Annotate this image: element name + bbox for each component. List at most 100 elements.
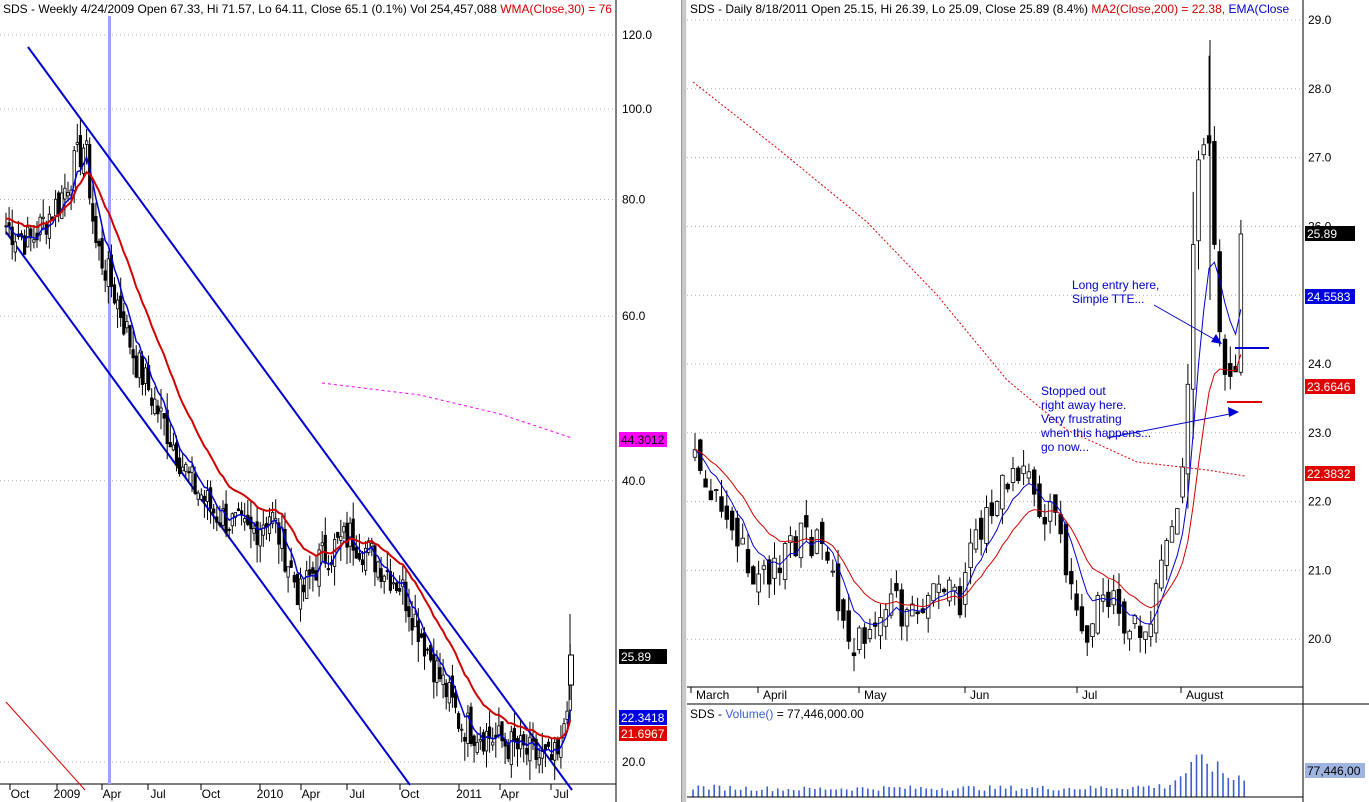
weekly-candle-body bbox=[165, 409, 169, 445]
weekly-candle-body bbox=[308, 569, 312, 576]
weekly-wma-line bbox=[5, 170, 572, 741]
daily-ma200-dotted-line bbox=[692, 81, 1246, 477]
weekly-candle-body bbox=[332, 539, 337, 567]
weekly-candle-body bbox=[398, 587, 402, 592]
weekly-candle-body bbox=[75, 142, 79, 145]
weekly-candle-body bbox=[444, 682, 448, 698]
daily-candle-body bbox=[1148, 623, 1153, 637]
pane-splitter[interactable] bbox=[681, 0, 687, 802]
daily-candle-body bbox=[1042, 516, 1047, 525]
daily-candle-body bbox=[1010, 468, 1016, 483]
daily-candle-body bbox=[1026, 471, 1032, 479]
weekly-candle-body bbox=[522, 734, 526, 746]
weekly-candle-body bbox=[181, 466, 185, 472]
weekly-candle-body bbox=[528, 736, 532, 762]
weekly-candle-body bbox=[60, 192, 64, 219]
stopped-arrowhead-icon bbox=[1228, 407, 1239, 417]
daily-candle-body bbox=[830, 570, 835, 573]
daily-candle-body bbox=[846, 610, 851, 642]
weekly-candle-body bbox=[497, 725, 501, 736]
daily-candle-body bbox=[1201, 144, 1206, 156]
daily-header-ema: EMA(Close bbox=[1228, 2, 1290, 16]
weekly-candle-body bbox=[500, 721, 504, 742]
weekly-candle-body bbox=[143, 367, 148, 384]
weekly-candle-body bbox=[78, 135, 82, 168]
daily-candle-body bbox=[904, 609, 910, 627]
daily-candle-body bbox=[931, 583, 936, 602]
daily-candle-body bbox=[1169, 526, 1175, 543]
weekly-candle-body bbox=[534, 738, 538, 760]
weekly-candle-body bbox=[484, 730, 489, 752]
weekly-candle-body bbox=[413, 613, 417, 628]
stopped-annotation-line: go now... bbox=[1041, 440, 1089, 454]
daily-price-tag-label: 23.6646 bbox=[1307, 380, 1351, 394]
weekly-candle-body bbox=[404, 581, 408, 612]
weekly-candle-body bbox=[410, 618, 414, 631]
weekly-candle-body bbox=[295, 573, 300, 606]
weekly-candle-body bbox=[215, 516, 219, 523]
stopped-annotation-line: when this happens... bbox=[1040, 426, 1151, 440]
daily-y-tick-label: 24.0 bbox=[1308, 357, 1332, 371]
entry-arrowhead-icon bbox=[1211, 334, 1222, 344]
daily-candle-body bbox=[804, 515, 809, 528]
weekly-candle-body bbox=[137, 352, 141, 379]
weekly-candle-body bbox=[379, 568, 383, 582]
weekly-header-symbol: SDS - Weekly 4/24/2009 Open 67.33, Hi 71… bbox=[3, 2, 497, 16]
weekly-chart-header: SDS - Weekly 4/24/2009 Open 67.33, Hi 71… bbox=[3, 2, 612, 16]
weekly-candle-body bbox=[221, 508, 225, 526]
daily-price-tag-bg bbox=[1305, 289, 1355, 304]
weekly-candle-body bbox=[360, 559, 365, 565]
weekly-candle-body bbox=[357, 553, 362, 560]
weekly-candle-body bbox=[292, 574, 296, 583]
weekly-candle-body bbox=[196, 492, 200, 500]
weekly-candle-body bbox=[373, 545, 377, 573]
weekly-candle-body bbox=[57, 192, 61, 215]
weekly-candle-body bbox=[97, 240, 101, 247]
weekly-candle-body bbox=[91, 203, 95, 222]
weekly-candle-body bbox=[320, 542, 324, 547]
weekly-candle-body bbox=[140, 355, 144, 385]
weekly-candle-body bbox=[301, 584, 306, 593]
weekly-candle-body bbox=[491, 741, 495, 746]
daily-x-tick-label: Jun bbox=[970, 688, 989, 702]
daily-candle-body bbox=[1069, 571, 1074, 585]
weekly-candle-body bbox=[540, 751, 544, 759]
weekly-candle-body bbox=[122, 311, 126, 335]
daily-candle-body bbox=[941, 588, 947, 593]
daily-candle-body bbox=[740, 537, 745, 545]
weekly-candle-body bbox=[460, 728, 464, 731]
daily-y-tick-label: 28.0 bbox=[1308, 82, 1332, 96]
weekly-candle-body bbox=[286, 566, 290, 578]
weekly-candle-body bbox=[351, 518, 355, 551]
weekly-candle-body bbox=[283, 528, 287, 572]
weekly-price-tag-bg bbox=[619, 726, 667, 741]
daily-candle-body bbox=[782, 543, 788, 580]
daily-candle-body bbox=[1021, 465, 1026, 475]
weekly-candle-body bbox=[72, 150, 76, 191]
weekly-channel-upper-line bbox=[27, 46, 573, 791]
weekly-candle-body bbox=[174, 442, 179, 466]
daily-x-tick-label: March bbox=[696, 688, 729, 702]
weekly-candle-body bbox=[289, 560, 293, 568]
daily-candle-body bbox=[1000, 474, 1005, 510]
daily-candle-body bbox=[1185, 383, 1191, 475]
stopped-annotation-line: Stopped out bbox=[1041, 384, 1106, 398]
weekly-candle-body bbox=[103, 270, 107, 281]
weekly-candle-body bbox=[227, 528, 231, 531]
weekly-candle-body bbox=[162, 413, 166, 419]
daily-candle-body bbox=[1137, 625, 1143, 638]
weekly-candle-body bbox=[153, 398, 157, 415]
daily-candle-body bbox=[1222, 338, 1228, 375]
daily-candle-body bbox=[1217, 251, 1222, 333]
weekly-candle-body bbox=[326, 568, 331, 571]
daily-candle-body bbox=[878, 617, 883, 637]
daily-header-ma: MA2(Close,200) = 22.38, bbox=[1091, 2, 1226, 16]
weekly-chart-pane[interactable]: 120.0 100.0 80.0 60.0 40.0 20.0 Oct 2009 Apr Jul O… bbox=[0, 0, 681, 802]
daily-candle-body bbox=[745, 549, 751, 574]
entry-arrow-line bbox=[1153, 304, 1220, 343]
daily-chart-pane[interactable]: 29.028.027.026.025.024.023.022.021.020.0… bbox=[687, 0, 1369, 802]
daily-price-tag-bg bbox=[1305, 379, 1355, 394]
daily-candle-body bbox=[772, 557, 777, 579]
weekly-y-tick-label: 60.0 bbox=[622, 309, 646, 323]
weekly-chart-svg: 120.0 100.0 80.0 60.0 40.0 20.0 Oct 2009 Apr Jul O… bbox=[0, 0, 667, 802]
